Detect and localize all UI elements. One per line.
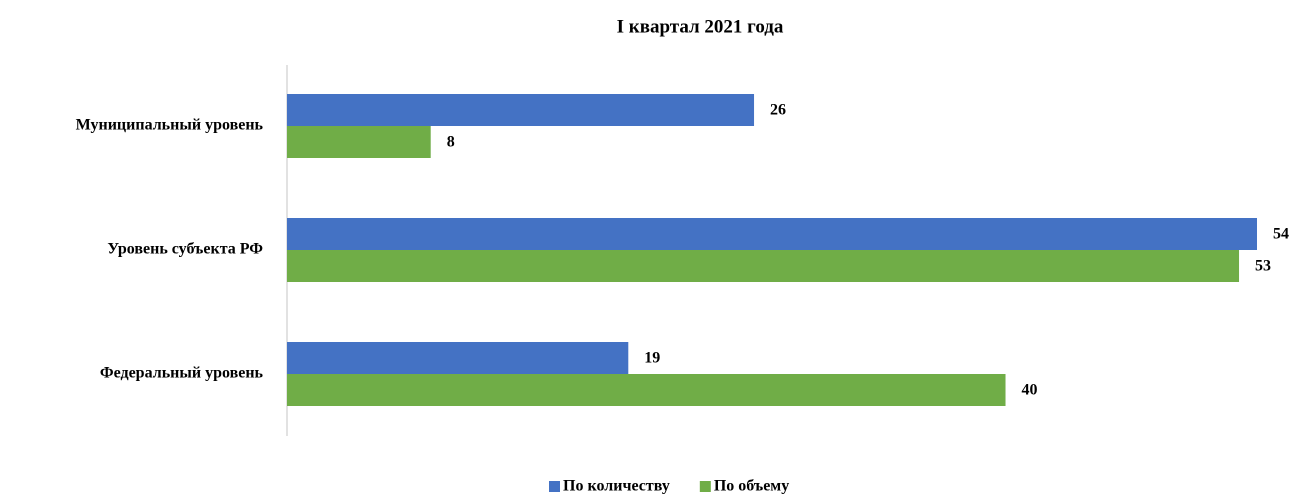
legend-label: По количеству xyxy=(563,478,670,495)
legend-label: По объему xyxy=(714,478,789,495)
data-label: 54 xyxy=(1273,226,1289,243)
y-tick-label: Муниципальный уровень xyxy=(76,117,264,134)
data-label: 40 xyxy=(1022,382,1038,399)
data-label: 8 xyxy=(447,134,455,151)
bar xyxy=(287,250,1240,282)
bar xyxy=(287,374,1006,406)
data-label: 19 xyxy=(644,350,660,367)
bar xyxy=(287,126,431,158)
legend-swatch xyxy=(549,481,560,492)
y-tick-label: Уровень субъекта РФ xyxy=(107,241,263,258)
data-label: 26 xyxy=(770,102,786,119)
chart-title: I квартал 2021 года xyxy=(617,16,784,37)
bar xyxy=(287,218,1257,250)
y-tick-label: Федеральный уровень xyxy=(100,365,264,382)
bar xyxy=(287,94,755,126)
legend-swatch xyxy=(699,481,711,492)
data-label: 53 xyxy=(1255,258,1271,275)
bar xyxy=(287,342,629,374)
